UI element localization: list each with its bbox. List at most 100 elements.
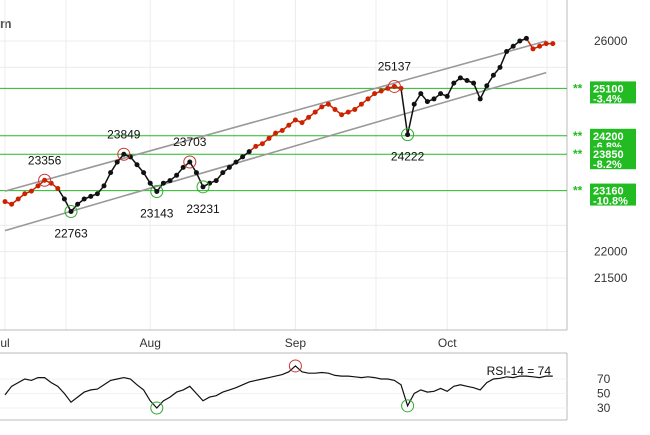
- price-point: [42, 177, 48, 183]
- price-segment: [195, 172, 204, 188]
- pivot-low-circle: [150, 184, 164, 198]
- y-tick-label: 26000: [594, 34, 628, 48]
- horizontal-levels: [0, 87, 567, 192]
- pivot-high-circle: [38, 173, 52, 187]
- trend-channel: [4, 40, 547, 232]
- price-point: [517, 38, 523, 44]
- price-point: [246, 149, 252, 155]
- price-point: [61, 196, 67, 202]
- price-point: [372, 91, 378, 97]
- level-value-label: 24200: [593, 131, 624, 143]
- corner-label: m: [0, 16, 12, 31]
- price-point: [484, 83, 490, 89]
- price-point: [471, 80, 477, 86]
- price-point: [411, 101, 417, 107]
- level-value-label: 23160: [593, 186, 624, 198]
- pivot-low-label: 23143: [140, 206, 174, 220]
- x-tick-label: Aug: [140, 336, 161, 350]
- rsi-tick-label: 70: [597, 372, 611, 386]
- price-point: [9, 201, 15, 207]
- price-point: [108, 170, 114, 176]
- level-stars: **: [573, 81, 583, 95]
- level-label-box: [590, 183, 636, 206]
- price-point: [193, 170, 199, 176]
- pivot-low-circle: [401, 128, 415, 142]
- pivot-high-circle: [117, 147, 131, 161]
- level-pct-label: -10.8%: [593, 196, 628, 208]
- pivot-high-label: 25137: [378, 59, 412, 73]
- price-point: [55, 185, 61, 191]
- price-series: [2, 35, 556, 214]
- price-point: [477, 96, 483, 102]
- x-tick-label: Sep: [285, 336, 307, 350]
- price-point: [451, 80, 457, 86]
- pivot-high-label: 23356: [28, 153, 62, 167]
- level-pct-label: -3.4%: [593, 93, 622, 105]
- price-point: [378, 88, 384, 94]
- price-point: [319, 104, 325, 110]
- price-point: [490, 72, 496, 78]
- price-point: [167, 178, 173, 184]
- price-point: [240, 154, 246, 160]
- price-point: [418, 91, 424, 97]
- price-point: [88, 193, 94, 199]
- price-point: [160, 180, 166, 186]
- price-point: [147, 180, 153, 186]
- price-point: [424, 99, 430, 105]
- price-point: [22, 191, 28, 197]
- price-point: [299, 120, 305, 126]
- price-point: [504, 49, 510, 55]
- y-tick-label: 22000: [594, 245, 628, 259]
- panel-separators: [0, 0, 568, 421]
- pivot-high-label: 23703: [173, 135, 207, 149]
- price-point: [2, 199, 8, 205]
- pivot-high-circle: [183, 155, 197, 169]
- price-point: [431, 96, 437, 102]
- price-point: [312, 109, 318, 115]
- price-point: [530, 46, 536, 52]
- rsi-circles: [150, 359, 415, 415]
- price-point: [121, 151, 127, 157]
- price-point: [68, 208, 74, 214]
- level-stars: **: [573, 184, 583, 198]
- pivot-high-circle: [387, 79, 401, 93]
- price-segment: [499, 51, 508, 68]
- price-point: [174, 172, 180, 178]
- level-label-box: [590, 81, 636, 104]
- price-point: [141, 170, 147, 176]
- channel-upper-line: [4, 40, 547, 192]
- price-point: [325, 101, 331, 107]
- price-point: [114, 159, 120, 165]
- grid: [0, 0, 567, 330]
- rsi-series: [4, 365, 553, 409]
- price-point: [286, 122, 292, 128]
- price-point: [537, 43, 543, 49]
- pivot-low-label: 23231: [186, 202, 220, 216]
- level-labels: ** 25100-3.4%** 24200-6.8%** 23850-8.2%** 23…: [573, 81, 636, 208]
- price-point: [101, 183, 107, 189]
- x-tick-label: Oct: [438, 336, 457, 350]
- price-point: [187, 159, 193, 165]
- pivot-high-label: 23849: [107, 127, 141, 141]
- price-point: [339, 112, 345, 118]
- level-pct-label: -8.2%: [593, 159, 622, 171]
- price-point: [550, 41, 556, 47]
- price-segment: [400, 88, 409, 135]
- pivot-circles: [38, 79, 415, 218]
- rsi-label: RSI-14 = 74: [487, 364, 552, 378]
- level-label-box: [590, 128, 636, 151]
- price-point: [81, 196, 87, 202]
- pivot-low-label: 22763: [54, 226, 88, 240]
- price-point: [259, 141, 265, 147]
- price-point: [457, 75, 463, 81]
- rsi-line: [4, 365, 553, 409]
- rsi-high-circle: [288, 359, 302, 373]
- channel-lower-line: [4, 71, 547, 232]
- pivot-low-circle: [64, 204, 78, 218]
- price-point: [266, 135, 272, 141]
- y-tick-label: 21500: [594, 271, 628, 285]
- y-axis-ticks: 21500 22000 26000: [594, 34, 628, 285]
